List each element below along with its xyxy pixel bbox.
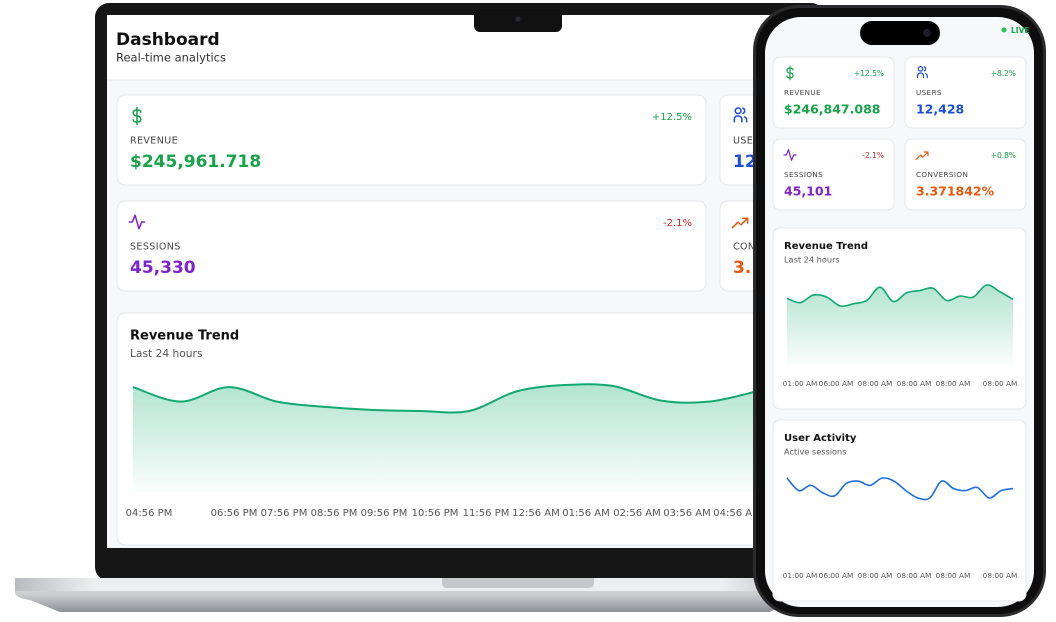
stat-card <box>904 56 1027 129</box>
card-icon <box>128 214 146 230</box>
dashboard-title: Dashboard <box>116 30 220 50</box>
x-tick-label: 08:00 AM <box>858 571 893 580</box>
header-bar <box>107 15 817 80</box>
x-tick-label: 09:56 PM <box>361 508 408 519</box>
x-tick-label: 08:00 AM <box>983 379 1018 388</box>
line <box>132 383 758 414</box>
x-tick-label: 04:56 AM <box>713 508 760 519</box>
card-icon <box>783 149 797 161</box>
stat-change: +12.5% <box>652 112 692 123</box>
x-tick-label: 08:00 AM <box>936 379 971 388</box>
card-icon <box>786 65 794 81</box>
stat-change: -2.1% <box>663 218 692 229</box>
x-tick-label: 08:00 AM <box>858 379 893 388</box>
stat-value: $245,961.718 <box>130 152 261 172</box>
front-camera <box>923 29 931 37</box>
chart-title: Revenue Trend <box>130 329 239 344</box>
stat-card <box>116 94 707 186</box>
x-tick-label: 06:00 AM <box>819 571 854 580</box>
x-tick-label: 08:00 AM <box>897 379 932 388</box>
card-icon <box>731 217 749 229</box>
stat-change: -2.1% <box>862 151 884 160</box>
card-icon <box>132 106 142 126</box>
x-tick-label: 06:56 PM <box>211 508 258 519</box>
stat-card <box>772 56 895 129</box>
card-icon <box>916 66 928 79</box>
lid-opening <box>442 578 594 588</box>
x-tick-label: 07:56 PM <box>261 508 308 519</box>
stat-value: 12,428 <box>916 102 964 117</box>
stat-value: 12 <box>733 152 757 172</box>
card-icon <box>733 107 748 123</box>
stat-label: SESSIONS <box>784 170 823 179</box>
line <box>786 477 1014 501</box>
x-tick-label: 01:00 AM <box>783 379 818 388</box>
stat-change: +8.2% <box>991 69 1016 78</box>
stat-value: 3.371842% <box>916 184 995 199</box>
x-tick-label: 04:56 PM <box>126 508 173 519</box>
x-tick-label: 03:56 AM <box>663 508 710 519</box>
x-tick-label: 08:56 PM <box>311 508 358 519</box>
stat-label: USERS <box>733 136 767 147</box>
stat-label: CONVERSION <box>916 170 968 179</box>
stat-value: $246,847.088 <box>784 102 880 117</box>
chart-subtitle: Last 24 hours <box>130 347 203 360</box>
stat-label: REVENUE <box>784 88 821 97</box>
stat-label: REVENUE <box>130 136 178 147</box>
card-icon <box>915 151 929 161</box>
stat-change: +12.5% <box>854 69 884 78</box>
chart-title: User Activity <box>784 433 857 444</box>
line <box>786 284 1014 308</box>
dynamic-island <box>860 21 940 45</box>
chart-subtitle: Last 24 hours <box>784 255 840 265</box>
dashboard-subtitle: Real-time analytics <box>116 51 226 65</box>
x-tick-label: 12:56 AM <box>512 508 559 519</box>
chart-title: Revenue Trend <box>784 241 868 252</box>
laptop-content: +12.5% REVENUE $245,961.718 USERS 12 -2.1% SES… <box>116 94 921 546</box>
stat-card <box>904 138 1027 211</box>
stat-value: 45,101 <box>784 184 832 199</box>
x-tick-label: 01:56 AM <box>562 508 609 519</box>
stat-card <box>772 138 895 211</box>
phone-content: +12.5% REVENUE $246,847.088 +8.2% USERS 12,42… <box>772 56 1027 602</box>
area <box>133 384 757 492</box>
area <box>787 284 1013 365</box>
chart-subtitle: Active sessions <box>784 447 847 457</box>
x-tick-label: 10:56 PM <box>412 508 459 519</box>
x-tick-label: 11:56 PM <box>463 508 510 519</box>
chart-card <box>772 419 1027 602</box>
stat-label: SESSIONS <box>130 242 181 253</box>
stat-label: USERS <box>916 88 942 97</box>
live-dot <box>1001 27 1007 33</box>
x-tick-label: 08:00 AM <box>936 571 971 580</box>
x-tick-label: 06:00 AM <box>819 379 854 388</box>
stat-value: 45,330 <box>130 258 196 278</box>
x-tick-label: 02:56 AM <box>613 508 660 519</box>
x-tick-label: 01:00 AM <box>783 571 818 580</box>
stat-change: +0.8% <box>991 151 1016 160</box>
camera <box>515 16 521 22</box>
x-tick-label: 08:00 AM <box>897 571 932 580</box>
stat-card <box>116 200 707 292</box>
live-status: LIVE <box>1011 26 1030 35</box>
laptop-base-top <box>15 578 800 591</box>
x-tick-label: 08:00 AM <box>983 571 1018 580</box>
